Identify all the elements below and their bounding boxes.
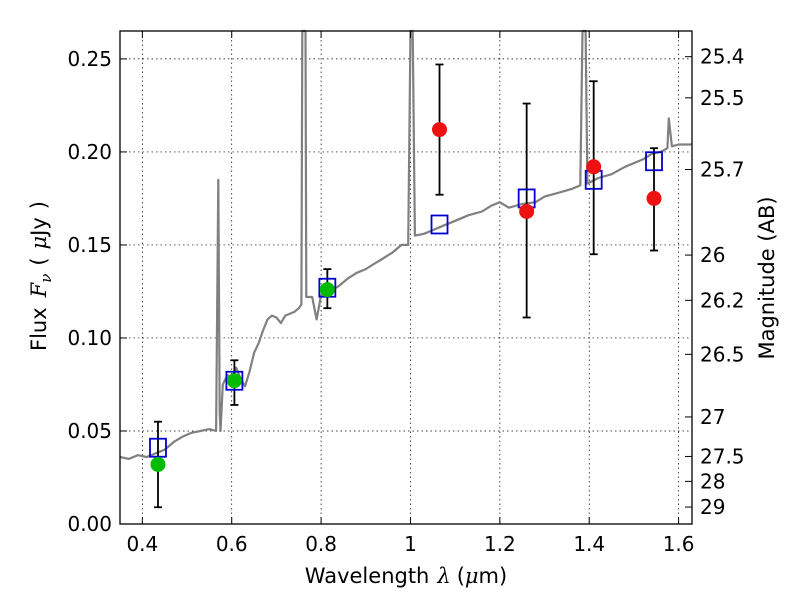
x-tick-label-0: 0.4 [126, 532, 158, 556]
y-tick-label-4: 0.20 [67, 140, 112, 164]
y-axis-title-unit-close: ) [27, 201, 51, 209]
y-axis-title-symbol: F [27, 281, 51, 298]
y2-tick-label-1: 25.5 [700, 86, 745, 110]
y2-tick-label-9: 29 [700, 495, 725, 519]
measured-flux-point-3 [432, 122, 448, 138]
measured-flux-point-1 [226, 373, 242, 389]
x-axis-title-unit-open: ( [457, 564, 465, 588]
model-band-flux-layer [149, 151, 663, 458]
x-axis-title-unit-rest: m) [479, 564, 508, 588]
y-tick-label-5: 0.25 [67, 47, 112, 71]
measured-flux-point-4 [519, 203, 535, 219]
y-axis-title-unit-open: ( [27, 257, 51, 265]
y2-tick-label-6: 27 [700, 405, 725, 429]
model-band-flux-square-1 [225, 370, 244, 391]
y-tick-label-2: 0.10 [67, 326, 112, 350]
model-band-flux-square-0 [149, 437, 167, 458]
x-axis-title-unit-mu: μ [465, 564, 479, 588]
y2-tick-label-2: 25.7 [700, 158, 745, 182]
y-axis-title-prefix: Flux [27, 307, 51, 351]
axis-ticks: 0.4 0.6 0.8 1 1.2 1.4 1.6 0.00 0.05 0.10 0.15 0.20 0… [67, 31, 745, 556]
measured-flux-point-0 [150, 456, 166, 472]
y2-axis-title: Magnitude (AB) [755, 196, 779, 359]
x-axis-title: Wavelength λ (μm) [305, 564, 507, 588]
model-band-flux-square-6 [645, 151, 663, 172]
x-tick-label-4: 1.2 [484, 532, 516, 556]
measured-flux-point-5 [586, 159, 602, 175]
measured-flux-point-6 [646, 190, 662, 206]
y2-tick-label-3: 26 [700, 243, 725, 267]
y2-tick-label-0: 25.4 [700, 45, 745, 69]
y2-tick-label-5: 26.5 [700, 342, 745, 366]
y-axis-title-subscript: ν [37, 274, 55, 283]
y-axis-title-unit-rest: Jy [27, 217, 51, 238]
x-tick-label-5: 1.4 [573, 532, 605, 556]
y2-tick-label-8: 28 [700, 469, 725, 493]
y-tick-label-1: 0.05 [67, 419, 112, 443]
y-tick-label-3: 0.15 [67, 233, 112, 257]
errorbar-layer [153, 63, 659, 509]
x-axis-title-prefix: Wavelength [305, 564, 430, 588]
y-axis-title: Flux Fν ( μJy) [27, 201, 55, 351]
plot-frame [119, 30, 693, 525]
measured-flux-point-2 [319, 282, 335, 298]
y2-tick-label-7: 27.5 [700, 444, 745, 468]
x-axis-title-symbol: λ [436, 564, 450, 588]
x-tick-label-6: 1.6 [663, 532, 695, 556]
x-tick-label-2: 0.8 [305, 532, 337, 556]
y-axis-title-unit-mu: μ [27, 236, 51, 250]
gridlines [120, 31, 692, 525]
measured-flux-layer [150, 122, 662, 472]
model-band-flux-square-3 [430, 214, 449, 235]
y2-tick-label-4: 26.2 [700, 288, 745, 312]
x-tick-label-1: 0.6 [216, 532, 248, 556]
x-tick-label-3: 1 [404, 532, 417, 556]
y-tick-label-0: 0.00 [67, 512, 112, 536]
